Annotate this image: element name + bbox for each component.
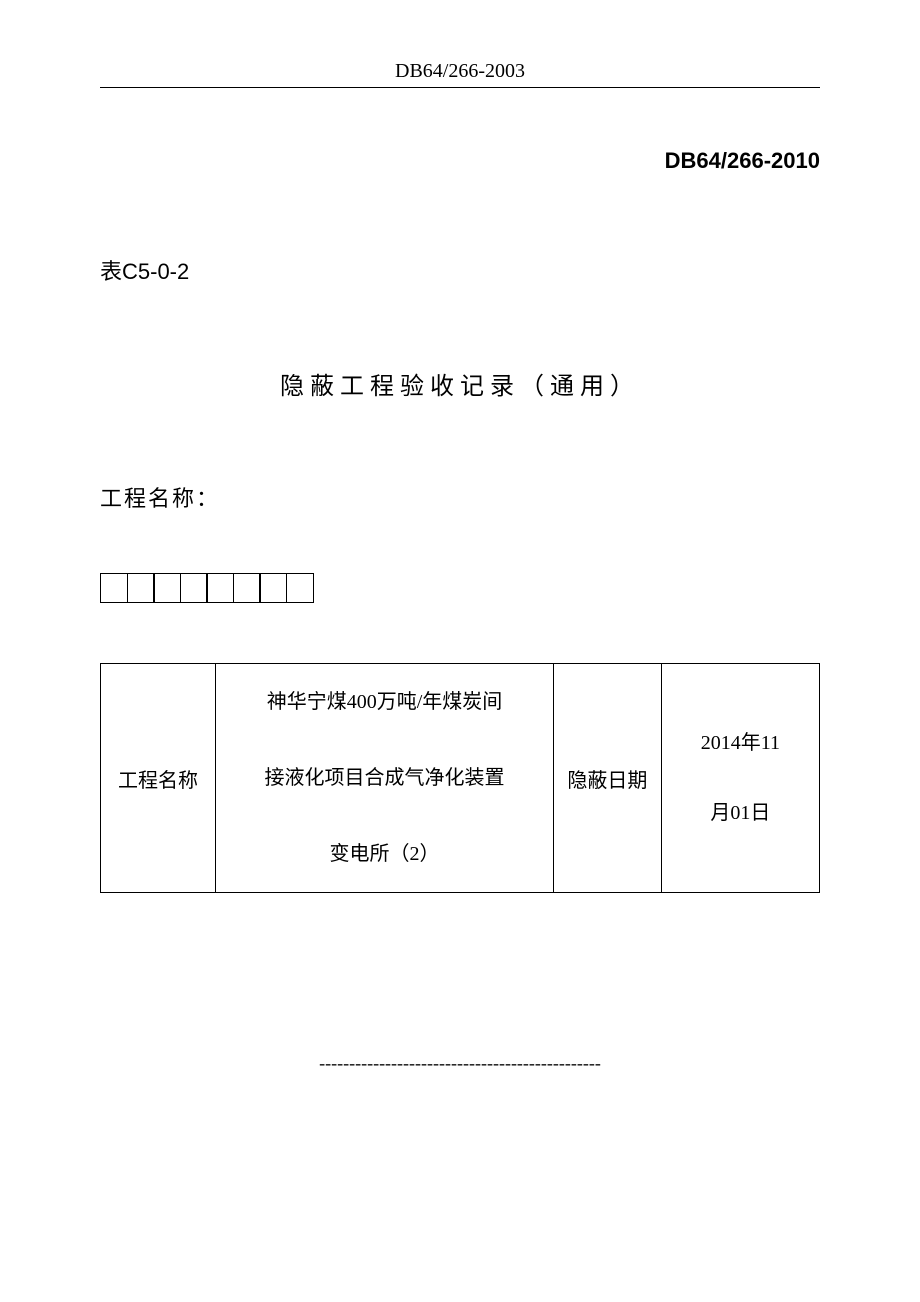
project-name-cell-label: 工程名称 bbox=[101, 664, 216, 893]
project-name-label: 工程名称： bbox=[100, 481, 820, 513]
project-value-line: 接液化项目合成气净化装置 bbox=[226, 740, 543, 816]
checkbox-item bbox=[127, 573, 155, 603]
footer-separator: ----------------------------------------… bbox=[100, 1053, 820, 1074]
header-standard-code: DB64/266-2003 bbox=[395, 60, 525, 82]
table-row: 工程名称 神华宁煤400万吨/年煤炭间 接液化项目合成气净化装置 变电所（2） … bbox=[101, 664, 820, 893]
date-cell-value: 2014年11 月01日 bbox=[661, 664, 819, 893]
checkbox-item bbox=[233, 573, 261, 603]
info-table: 工程名称 神华宁煤400万吨/年煤炭间 接液化项目合成气净化装置 变电所（2） … bbox=[100, 663, 820, 893]
checkbox-item bbox=[286, 573, 314, 603]
project-value-line: 神华宁煤400万吨/年煤炭间 bbox=[226, 664, 543, 740]
checkbox-item bbox=[100, 573, 128, 603]
checkbox-item bbox=[206, 573, 234, 603]
document-code: DB64/266-2010 bbox=[100, 148, 820, 174]
date-cell-label: 隐蔽日期 bbox=[553, 664, 661, 893]
table-code: 表C5-0-2 bbox=[100, 254, 820, 286]
header-rule: DB64/266-2003 bbox=[100, 60, 820, 88]
checkbox-row bbox=[100, 573, 820, 603]
date-value-line: 2014年11 bbox=[672, 708, 809, 778]
checkbox-item bbox=[259, 573, 287, 603]
document-page: DB64/266-2003 DB64/266-2010 表C5-0-2 隐蔽工程… bbox=[0, 0, 920, 1114]
checkbox-item bbox=[153, 573, 181, 603]
checkbox-item bbox=[180, 573, 208, 603]
date-value-line: 月01日 bbox=[672, 778, 809, 848]
project-value-line: 变电所（2） bbox=[226, 816, 543, 892]
document-title: 隐蔽工程验收记录（通用） bbox=[100, 366, 820, 401]
project-name-cell-value: 神华宁煤400万吨/年煤炭间 接液化项目合成气净化装置 变电所（2） bbox=[216, 664, 554, 893]
